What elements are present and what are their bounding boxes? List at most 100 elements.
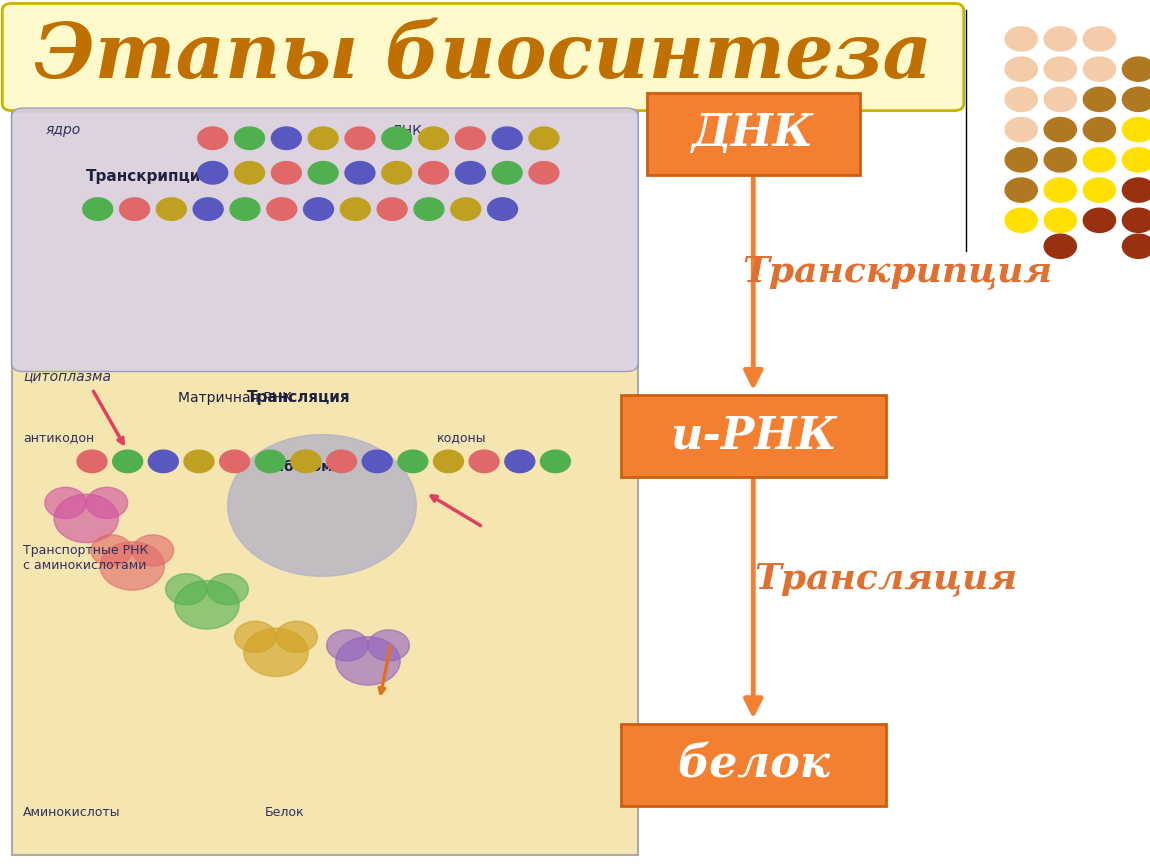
Text: Транскрипция: Транскрипция bbox=[742, 255, 1052, 289]
Circle shape bbox=[345, 162, 375, 184]
Circle shape bbox=[398, 450, 428, 473]
Circle shape bbox=[235, 621, 276, 652]
Circle shape bbox=[308, 162, 338, 184]
Circle shape bbox=[362, 450, 392, 473]
Circle shape bbox=[230, 198, 260, 220]
Circle shape bbox=[276, 621, 317, 652]
Circle shape bbox=[368, 630, 409, 661]
Circle shape bbox=[488, 198, 518, 220]
Circle shape bbox=[451, 198, 481, 220]
Circle shape bbox=[255, 450, 285, 473]
Circle shape bbox=[166, 574, 207, 605]
Circle shape bbox=[1005, 208, 1037, 232]
Circle shape bbox=[86, 487, 128, 518]
Circle shape bbox=[271, 162, 301, 184]
Circle shape bbox=[1083, 118, 1116, 142]
Text: Этапы биосинтеза: Этапы биосинтеза bbox=[34, 20, 932, 94]
Circle shape bbox=[1005, 27, 1037, 51]
Circle shape bbox=[505, 450, 535, 473]
Text: цитоплазма: цитоплазма bbox=[23, 369, 112, 383]
Circle shape bbox=[54, 494, 118, 543]
Text: ядро: ядро bbox=[46, 123, 82, 137]
Text: Белок: Белок bbox=[264, 806, 304, 819]
Circle shape bbox=[1044, 208, 1076, 232]
Text: ДНК: ДНК bbox=[692, 112, 814, 156]
Circle shape bbox=[120, 198, 150, 220]
Circle shape bbox=[308, 127, 338, 149]
Circle shape bbox=[220, 450, 250, 473]
Circle shape bbox=[193, 198, 223, 220]
Text: и-РНК: и-РНК bbox=[669, 415, 837, 458]
Circle shape bbox=[1083, 148, 1116, 172]
Circle shape bbox=[434, 450, 463, 473]
Circle shape bbox=[382, 127, 412, 149]
Circle shape bbox=[1122, 118, 1150, 142]
Circle shape bbox=[1044, 148, 1076, 172]
Circle shape bbox=[83, 198, 113, 220]
Circle shape bbox=[540, 450, 570, 473]
FancyBboxPatch shape bbox=[621, 724, 886, 805]
Circle shape bbox=[492, 127, 522, 149]
Text: Аминокислоты: Аминокислоты bbox=[23, 806, 121, 819]
Text: Трансляция: Трансляция bbox=[754, 562, 1017, 596]
Circle shape bbox=[1122, 87, 1150, 111]
Circle shape bbox=[1005, 118, 1037, 142]
Circle shape bbox=[455, 162, 485, 184]
FancyBboxPatch shape bbox=[646, 93, 860, 175]
FancyBboxPatch shape bbox=[12, 112, 638, 855]
Circle shape bbox=[244, 628, 308, 677]
Circle shape bbox=[1005, 148, 1037, 172]
Circle shape bbox=[1083, 57, 1116, 81]
Circle shape bbox=[1083, 208, 1116, 232]
Circle shape bbox=[1044, 57, 1076, 81]
Circle shape bbox=[1044, 118, 1076, 142]
Circle shape bbox=[340, 198, 370, 220]
Circle shape bbox=[327, 450, 356, 473]
Circle shape bbox=[377, 198, 407, 220]
Circle shape bbox=[419, 162, 448, 184]
Circle shape bbox=[45, 487, 86, 518]
Circle shape bbox=[1044, 234, 1076, 258]
Circle shape bbox=[113, 450, 143, 473]
Text: Транскрипция: Транскрипция bbox=[86, 169, 212, 184]
Circle shape bbox=[198, 162, 228, 184]
Circle shape bbox=[175, 581, 239, 629]
Circle shape bbox=[345, 127, 375, 149]
Text: ДНК: ДНК bbox=[391, 123, 422, 137]
Circle shape bbox=[267, 198, 297, 220]
Circle shape bbox=[336, 637, 400, 685]
Circle shape bbox=[492, 162, 522, 184]
Text: кодоны: кодоны bbox=[437, 430, 486, 443]
Circle shape bbox=[1044, 178, 1076, 202]
FancyBboxPatch shape bbox=[621, 396, 886, 477]
Circle shape bbox=[156, 198, 186, 220]
Circle shape bbox=[1083, 178, 1116, 202]
Circle shape bbox=[469, 450, 499, 473]
Circle shape bbox=[529, 162, 559, 184]
FancyBboxPatch shape bbox=[2, 3, 964, 111]
Circle shape bbox=[414, 198, 444, 220]
Circle shape bbox=[1122, 208, 1150, 232]
Text: Матричная РНК: Матричная РНК bbox=[178, 391, 292, 404]
Circle shape bbox=[291, 450, 321, 473]
Text: антикодон: антикодон bbox=[23, 430, 94, 443]
Circle shape bbox=[271, 127, 301, 149]
Circle shape bbox=[100, 542, 164, 590]
Circle shape bbox=[235, 162, 264, 184]
Circle shape bbox=[1083, 87, 1116, 111]
Circle shape bbox=[1044, 87, 1076, 111]
Circle shape bbox=[235, 127, 264, 149]
Circle shape bbox=[1083, 27, 1116, 51]
Circle shape bbox=[207, 574, 248, 605]
Circle shape bbox=[228, 435, 416, 576]
Circle shape bbox=[148, 450, 178, 473]
Text: Рибосома: Рибосома bbox=[264, 460, 343, 473]
Circle shape bbox=[327, 630, 368, 661]
FancyBboxPatch shape bbox=[12, 108, 638, 372]
Circle shape bbox=[1122, 178, 1150, 202]
Circle shape bbox=[77, 450, 107, 473]
Circle shape bbox=[198, 127, 228, 149]
Text: Транспортные РНК
с аминокислотами: Транспортные РНК с аминокислотами bbox=[23, 544, 148, 572]
Circle shape bbox=[529, 127, 559, 149]
Circle shape bbox=[184, 450, 214, 473]
